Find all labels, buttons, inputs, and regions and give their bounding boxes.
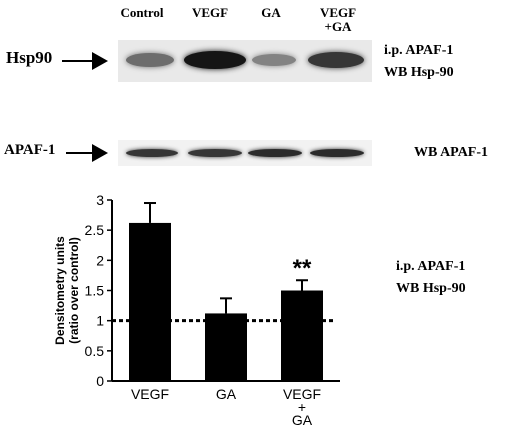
x-tick-label-line: GA (292, 412, 313, 428)
y-tick-label: 2.5 (85, 222, 105, 238)
lane-label-ga: GA (246, 6, 296, 20)
lane-label-vegf-ga: VEGF +GA (310, 6, 366, 34)
x-tick-label-line: + (298, 399, 306, 415)
hsp90-label: Hsp90 (6, 48, 53, 67)
x-tick-label: VEGF (131, 386, 169, 402)
lane-label-vegf: VEGF (180, 6, 240, 20)
apaf-band-vegf (188, 149, 242, 157)
apaf-side-text: WB APAF-1 (414, 145, 489, 160)
x-tick-label: GA (216, 386, 237, 402)
y-tick-label: 0 (96, 373, 104, 389)
x-tick-label-line: GA (216, 386, 237, 402)
lane-label-text: VEGF +GA (319, 5, 357, 34)
side-line-ip: i.p. APAF-1 (384, 43, 454, 58)
hsp90-blot (118, 40, 372, 82)
y-axis-label-line: (ratio over control) (67, 237, 81, 344)
bar-1 (205, 313, 247, 381)
lane-label-text: GA (261, 5, 281, 20)
apaf-band-control (126, 149, 178, 157)
y-tick-label: 1.5 (85, 283, 105, 299)
hsp90-side-text: i.p. APAF-1 WB Hsp-90 (384, 40, 454, 84)
y-axis-label: Densitometry units(ratio over control) (53, 236, 81, 345)
hsp90-arrow (62, 52, 108, 70)
side-line-wb: WB Hsp-90 (384, 65, 454, 80)
apaf-label: APAF-1 (4, 142, 56, 158)
side-line-ip: i.p. APAF-1 (396, 259, 466, 274)
apaf-band-vegf-ga (310, 149, 364, 157)
hsp90-band-vegf (184, 51, 246, 69)
x-tick-label-line: VEGF (283, 386, 321, 402)
y-tick-label: 1 (96, 313, 104, 329)
apaf-arrow (66, 144, 108, 162)
significance-marker: ** (293, 255, 312, 282)
hsp90-band-vegf-ga (308, 52, 364, 68)
bar-2 (281, 290, 323, 381)
lane-label-text: VEGF (191, 5, 229, 20)
lane-label-control: Control (112, 6, 172, 20)
lane-label-text: Control (120, 5, 164, 20)
chart-side-text: i.p. APAF-1 WB Hsp-90 (396, 256, 466, 300)
x-tick-label-line: VEGF (131, 386, 169, 402)
hsp90-band-ga (252, 54, 296, 66)
y-axis-label-line: Densitometry units (53, 236, 67, 345)
y-tick-label: 2 (96, 252, 104, 268)
side-line-wb: WB Hsp-90 (396, 281, 466, 296)
apaf-blot (118, 140, 372, 166)
apaf-band-ga (248, 149, 302, 157)
x-tick-label: VEGF + GA (283, 386, 321, 428)
y-tick-label: 0.5 (85, 343, 105, 359)
y-tick-label: 3 (96, 192, 104, 208)
hsp90-band-control (126, 53, 174, 67)
bar-0 (129, 222, 171, 381)
densitometry-chart: 0 0.5 1 1.5 2 2.5 3 Densitometry units(ratio ov… (53, 192, 340, 428)
